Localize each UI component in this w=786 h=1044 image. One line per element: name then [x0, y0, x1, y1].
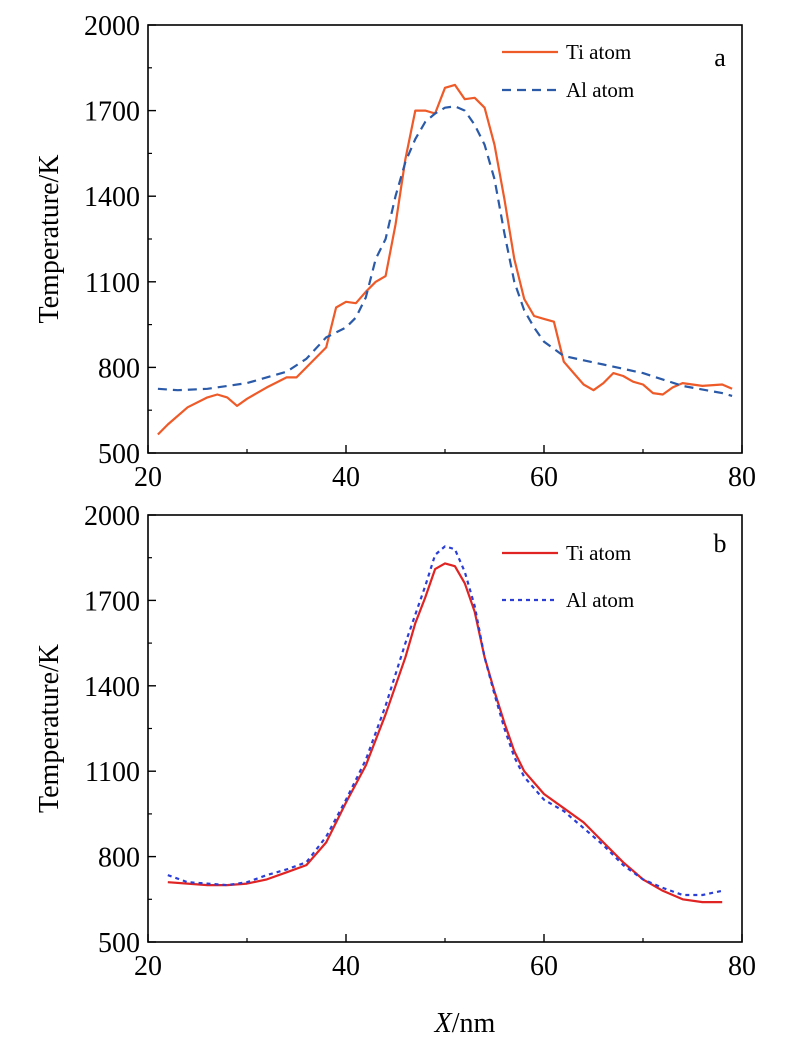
x-tick-label: 40: [332, 462, 360, 493]
y-tick-label: 1100: [85, 268, 140, 299]
panel-letter: b: [714, 529, 727, 558]
plot-frame: [147, 514, 743, 943]
x-axis-title-rest: /nm: [452, 1008, 496, 1039]
series-line-ti-atom: [157, 83, 733, 436]
x-axis-title: X/nm: [434, 1008, 496, 1039]
y-axis-title: Temperature/K: [34, 154, 65, 323]
legend-label: Ti atom: [566, 40, 631, 64]
y-tick-label: 1700: [84, 97, 140, 128]
legend-label: Al atom: [566, 588, 634, 612]
series-line-al-atom: [157, 105, 733, 397]
y-tick-label: 1400: [84, 182, 140, 213]
y-tick-label: 1100: [85, 757, 140, 788]
panel-b: 20 40 60 80 500 800 1100 1400 1700 2000 Temperatur…: [34, 501, 756, 982]
panel-letter: a: [714, 43, 726, 72]
y-tick-label: 2000: [84, 501, 140, 532]
series-line-al-atom: [167, 545, 723, 897]
x-tick-label: 60: [530, 951, 558, 982]
y-tick-label: 500: [98, 928, 140, 959]
y-tick-label: 500: [98, 439, 140, 470]
legend-label: Ti atom: [566, 541, 631, 565]
y-tick-label: 800: [98, 353, 140, 384]
x-tick-label: 40: [332, 951, 360, 982]
legend-label: Al atom: [566, 78, 634, 102]
y-tick-label: 800: [98, 843, 140, 874]
panel-a: 20 40 60 80 500 800 1100 1400 1700 2000 Temperatur…: [34, 11, 756, 493]
series-line-ti-atom: [167, 562, 723, 904]
x-tick-label: 60: [530, 462, 558, 493]
x-tick-label: 20: [134, 462, 162, 493]
x-tick-label: 80: [728, 951, 756, 982]
y-tick-label: 1400: [84, 672, 140, 703]
x-tick-label: 20: [134, 951, 162, 982]
y-axis-title: Temperature/K: [34, 644, 65, 813]
y-tick-label: 2000: [84, 11, 140, 42]
x-axis-title-italic: X: [434, 1008, 453, 1039]
y-tick-label: 1700: [84, 586, 140, 617]
x-tick-label: 80: [728, 462, 756, 493]
